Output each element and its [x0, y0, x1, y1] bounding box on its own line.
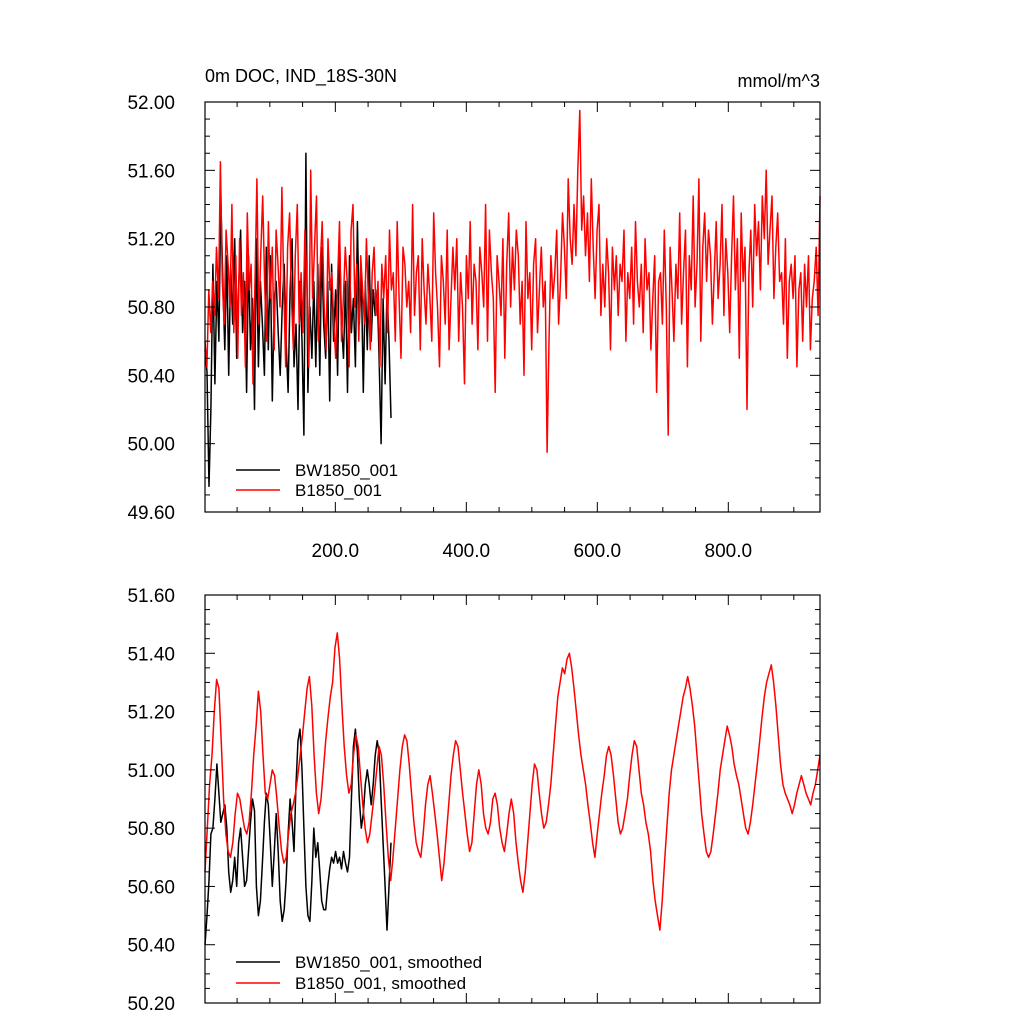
legend-label-b1850-smoothed: B1850_001, smoothed	[295, 974, 466, 993]
top-y-tick-label: 51.60	[127, 161, 175, 182]
legend-label-bw1850-smoothed: BW1850_001, smoothed	[295, 953, 482, 972]
legend-label-b1850: B1850_001	[295, 481, 382, 500]
bottom-y-tick-label: 51.40	[127, 644, 175, 665]
top-x-tick-label: 600.0	[574, 541, 622, 562]
bottom-y-tick-label: 50.20	[127, 994, 175, 1015]
top-x-tick-label: 800.0	[705, 541, 753, 562]
bottom-y-tick-label: 51.60	[127, 586, 175, 607]
bottom-y-tick-label: 50.40	[127, 936, 175, 957]
bottom-chart-panel: 50.20 50.40 50.60 50.80 51.00 51.20 51.40 51.60…	[127, 586, 821, 1015]
top-series-group	[204, 109, 821, 488]
top-tick-labels-group: 49.60 50.00 50.40 50.80 51.20 51.60 52.00 200.0…	[127, 93, 752, 562]
top-y-tick-label: 50.40	[127, 366, 175, 387]
top-y-tick-label: 50.80	[127, 298, 175, 319]
bottom-y-tick-label: 51.00	[127, 761, 175, 782]
bottom-legend: BW1850_001, smoothed B1850_001, smoothed	[236, 953, 482, 993]
top-y-tick-label: 50.00	[127, 435, 175, 456]
top-y-tick-label: 49.60	[127, 503, 175, 524]
bottom-y-tick-label: 51.20	[127, 703, 175, 724]
top-ticks-group	[205, 101, 820, 513]
top-x-tick-label: 400.0	[443, 541, 491, 562]
legend-label-bw1850: BW1850_001	[295, 461, 398, 480]
top-series-line-1	[204, 109, 821, 453]
top-y-tick-label: 52.00	[127, 93, 175, 114]
bottom-y-tick-label: 50.60	[127, 877, 175, 898]
bottom-series-line-0	[204, 728, 392, 945]
top-plot-frame	[204, 101, 821, 513]
bottom-plot-frame	[204, 594, 821, 1004]
bottom-series-group	[204, 632, 821, 945]
chart-title: 0m DOC, IND_18S-30N	[205, 66, 397, 87]
top-chart-panel: 0m DOC, IND_18S-30N mmol/m^3 49.60 50.00 5…	[127, 66, 821, 562]
chart-units: mmol/m^3	[738, 71, 820, 91]
top-x-tick-label: 200.0	[312, 541, 360, 562]
top-legend: BW1850_001 B1850_001	[236, 461, 398, 500]
bottom-series-line-1	[204, 632, 821, 931]
bottom-y-tick-label: 50.80	[127, 819, 175, 840]
bottom-tick-labels-group: 50.20 50.40 50.60 50.80 51.00 51.20 51.40 51.60	[127, 586, 175, 1015]
bottom-ticks-group	[205, 594, 820, 1004]
top-y-tick-label: 51.20	[127, 230, 175, 251]
